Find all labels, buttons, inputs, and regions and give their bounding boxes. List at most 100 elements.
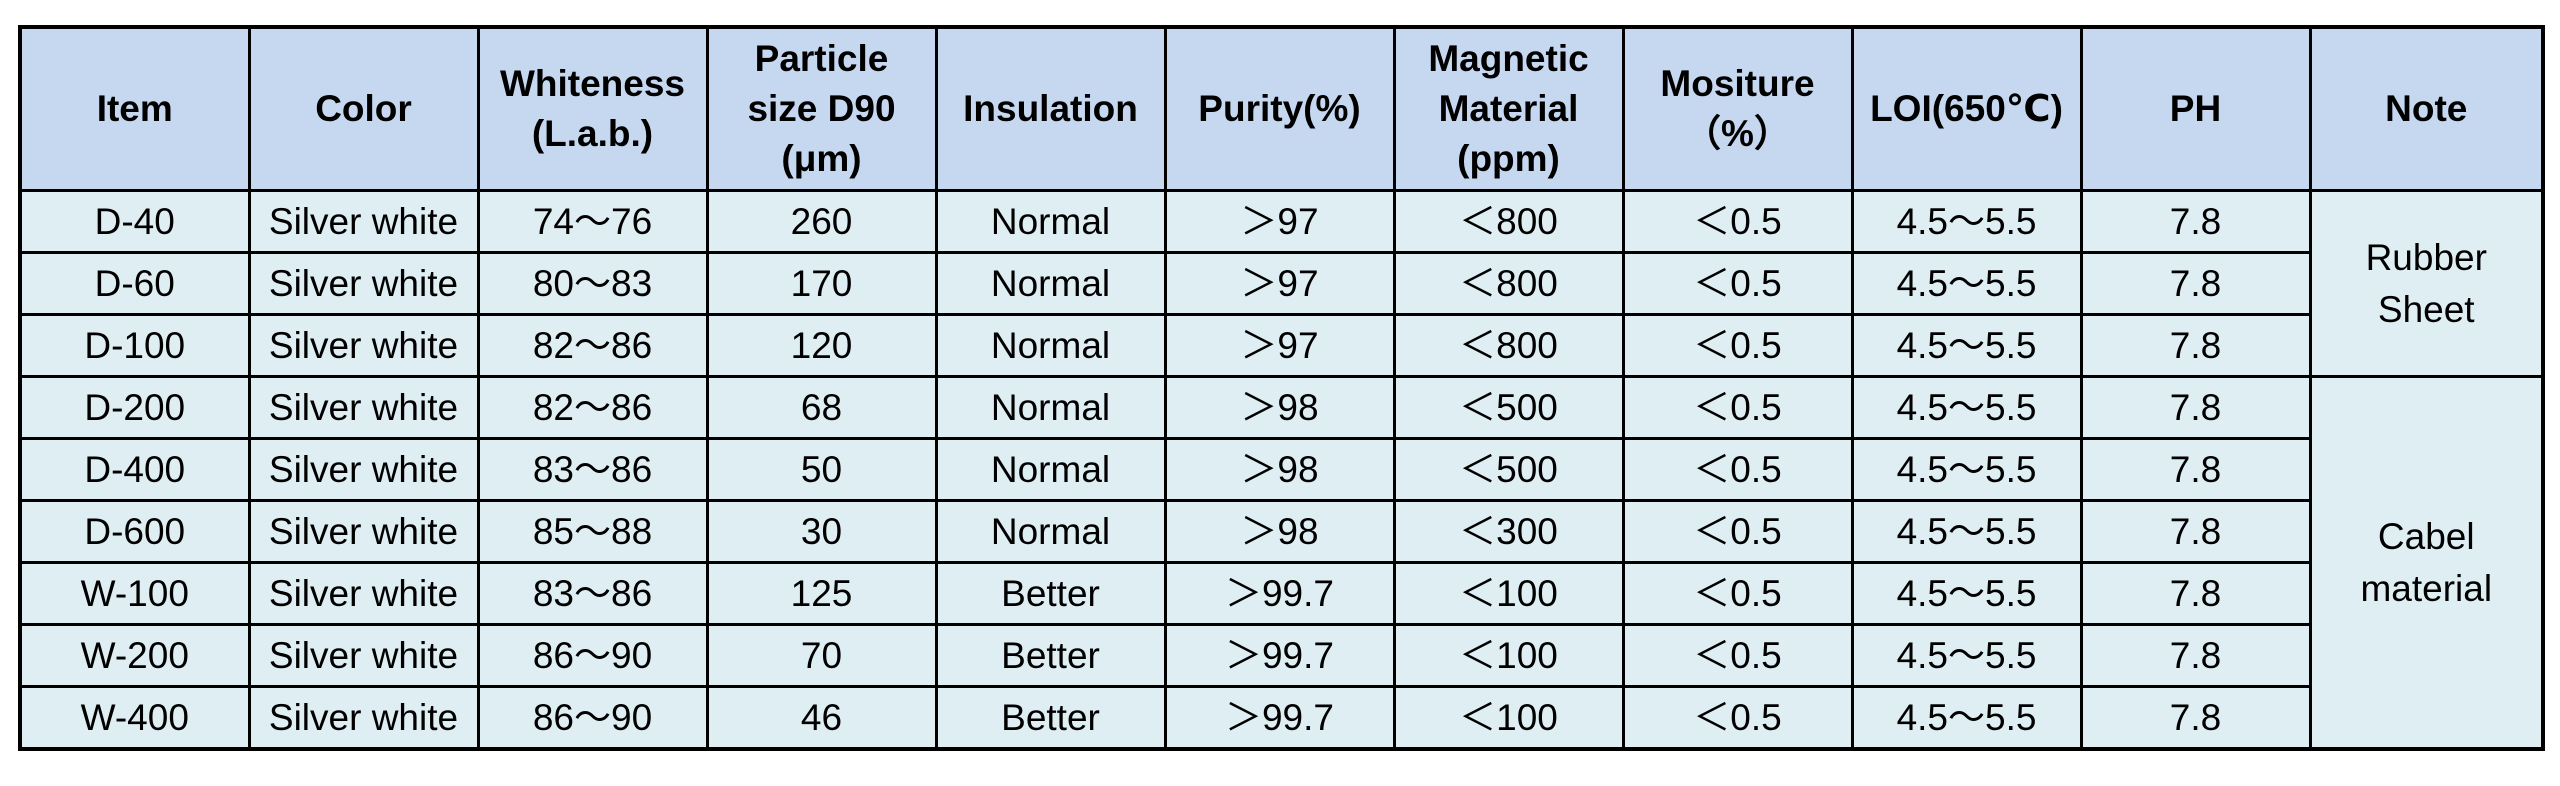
table-cell: Normal bbox=[934, 251, 1167, 316]
table-cell: 4.5～5.5 bbox=[1850, 561, 2083, 626]
table-cell: Better bbox=[934, 623, 1167, 688]
table-cell: Silver white bbox=[247, 251, 480, 316]
table-cell: Normal bbox=[934, 375, 1167, 440]
column-header-purity: Purity(%) bbox=[1163, 25, 1396, 192]
table-cell: Silver white bbox=[247, 437, 480, 502]
table-cell: 4.5～5.5 bbox=[1850, 313, 2083, 378]
table-cell: ＜0.5 bbox=[1621, 189, 1854, 254]
header-line: (L.a.b.) bbox=[531, 113, 654, 154]
table-row: D-60 Silver white 80～83 170 Normal ＞97 ＜800 ＜0.… bbox=[18, 251, 2543, 316]
column-header-ph: PH bbox=[2079, 25, 2312, 192]
column-header-particle: Particle size D90 (μm) bbox=[705, 25, 938, 192]
header-line: LOI(650℃) bbox=[1870, 88, 2063, 129]
header-line: Mositure bbox=[1660, 63, 1815, 104]
table-cell: Normal bbox=[934, 189, 1167, 254]
table-cell: ＞97 bbox=[1163, 251, 1396, 316]
table-cell: 70 bbox=[705, 623, 938, 688]
table-cell: W-200 bbox=[18, 623, 251, 688]
table-cell: 7.8 bbox=[2079, 685, 2312, 751]
table-cell: ＜0.5 bbox=[1621, 499, 1854, 564]
column-header-color: Color bbox=[247, 25, 480, 192]
table-cell: Silver white bbox=[247, 189, 480, 254]
table-cell: 7.8 bbox=[2079, 189, 2312, 254]
table-cell: ＞99.7 bbox=[1163, 685, 1396, 751]
table-cell: ＜500 bbox=[1392, 375, 1625, 440]
table-cell: ＜0.5 bbox=[1621, 313, 1854, 378]
column-header-insulation: Insulation bbox=[934, 25, 1167, 192]
table-cell: ＜500 bbox=[1392, 437, 1625, 502]
table-cell: 125 bbox=[705, 561, 938, 626]
table-cell: Silver white bbox=[247, 499, 480, 564]
table-cell: ＜0.5 bbox=[1621, 437, 1854, 502]
table-cell: 7.8 bbox=[2079, 251, 2312, 316]
table-row: W-100 Silver white 83～86 125 Better ＞99.7 ＜100… bbox=[18, 561, 2543, 626]
table-row: D-400 Silver white 83～86 50 Normal ＞98 ＜500 ＜0.… bbox=[18, 437, 2543, 502]
table-cell: ＜0.5 bbox=[1621, 251, 1854, 316]
table-cell: ＞97 bbox=[1163, 189, 1396, 254]
table-cell: 4.5～5.5 bbox=[1850, 499, 2083, 564]
column-header-mositure: Mositure （%） bbox=[1621, 25, 1854, 192]
table-cell: ＞98 bbox=[1163, 375, 1396, 440]
table-cell: 50 bbox=[705, 437, 938, 502]
table-cell: Better bbox=[934, 685, 1167, 751]
table-cell: ＞98 bbox=[1163, 437, 1396, 502]
header-line: Note bbox=[2385, 88, 2468, 129]
table-header: Item Color Whiteness (L.a.b.) Particle size D… bbox=[18, 25, 2545, 192]
table-cell: Silver white bbox=[247, 623, 480, 688]
spec-table: Item Color Whiteness (L.a.b.) Particle size D… bbox=[18, 25, 2545, 751]
table-cell: Silver white bbox=[247, 561, 480, 626]
note-line: material bbox=[2360, 567, 2493, 609]
table-cell: ＜100 bbox=[1392, 685, 1625, 751]
table-cell: Silver white bbox=[247, 685, 480, 751]
table-cell: 85～88 bbox=[476, 499, 709, 564]
table-cell: Better bbox=[934, 561, 1167, 626]
table-cell: 4.5～5.5 bbox=[1850, 189, 2083, 254]
header-line: (ppm) bbox=[1457, 138, 1560, 179]
table-cell: 82～86 bbox=[476, 313, 709, 378]
table-cell: ＞99.7 bbox=[1163, 623, 1396, 688]
table-cell: Normal bbox=[934, 499, 1167, 564]
table-cell: W-100 bbox=[18, 561, 251, 626]
header-line: Whiteness bbox=[499, 63, 686, 104]
note-line: Cabel bbox=[2377, 515, 2475, 557]
table-cell: 68 bbox=[705, 375, 938, 440]
table-cell: ＜800 bbox=[1392, 189, 1625, 254]
table-cell: 7.8 bbox=[2079, 623, 2312, 688]
column-header-magnetic: Magnetic Material (ppm) bbox=[1392, 25, 1625, 192]
header-line: Color bbox=[315, 88, 412, 129]
table-row: W-400 Silver white 86～90 46 Better ＞99.7 ＜100 ＜… bbox=[18, 685, 2543, 751]
note-line: Sheet bbox=[2377, 288, 2475, 330]
table-cell: 170 bbox=[705, 251, 938, 316]
table-body: D-40 Silver white 74～76 260 Normal ＞97 ＜800 ＜0.… bbox=[18, 189, 2545, 751]
table-row: D-40 Silver white 74～76 260 Normal ＞97 ＜800 ＜0.… bbox=[18, 189, 2545, 378]
table-cell: 4.5～5.5 bbox=[1850, 437, 2083, 502]
note-cell: Cabel material bbox=[2308, 375, 2545, 751]
table-cell: ＜100 bbox=[1392, 623, 1625, 688]
table-cell: 260 bbox=[705, 189, 938, 254]
table-cell: 120 bbox=[705, 313, 938, 378]
table-cell: ＜0.5 bbox=[1621, 685, 1854, 751]
table-cell: ＜0.5 bbox=[1621, 623, 1854, 688]
column-header-loi-650: LOI(650℃) bbox=[1850, 25, 2083, 192]
header-line: Purity(%) bbox=[1198, 88, 1361, 129]
table-cell: D-100 bbox=[18, 313, 251, 378]
table-cell: 4.5～5.5 bbox=[1850, 375, 2083, 440]
table-cell: ＞98 bbox=[1163, 499, 1396, 564]
table-cell: D-400 bbox=[18, 437, 251, 502]
table-cell: 4.5～5.5 bbox=[1850, 685, 2083, 751]
column-header-note: Note bbox=[2308, 25, 2545, 192]
header-line: （%） bbox=[1684, 113, 1791, 154]
table-cell: 83～86 bbox=[476, 561, 709, 626]
header-line: size D90 bbox=[747, 88, 896, 129]
table-cell: Silver white bbox=[247, 375, 480, 440]
table-cell: ＜800 bbox=[1392, 313, 1625, 378]
header-line: Item bbox=[96, 88, 173, 129]
table-row: D-100 Silver white 82～86 120 Normal ＞97 ＜800 ＜0… bbox=[18, 313, 2543, 378]
header-line: Magnetic bbox=[1428, 38, 1589, 79]
table-cell: 7.8 bbox=[2079, 499, 2312, 564]
header-line: Material bbox=[1438, 88, 1579, 129]
header-row: Item Color Whiteness (L.a.b.) Particle size D… bbox=[18, 25, 2545, 192]
table-row: D-600 Silver white 85～88 30 Normal ＞98 ＜300 ＜0.… bbox=[18, 499, 2543, 564]
table-cell: 82～86 bbox=[476, 375, 709, 440]
table-cell: 7.8 bbox=[2079, 437, 2312, 502]
